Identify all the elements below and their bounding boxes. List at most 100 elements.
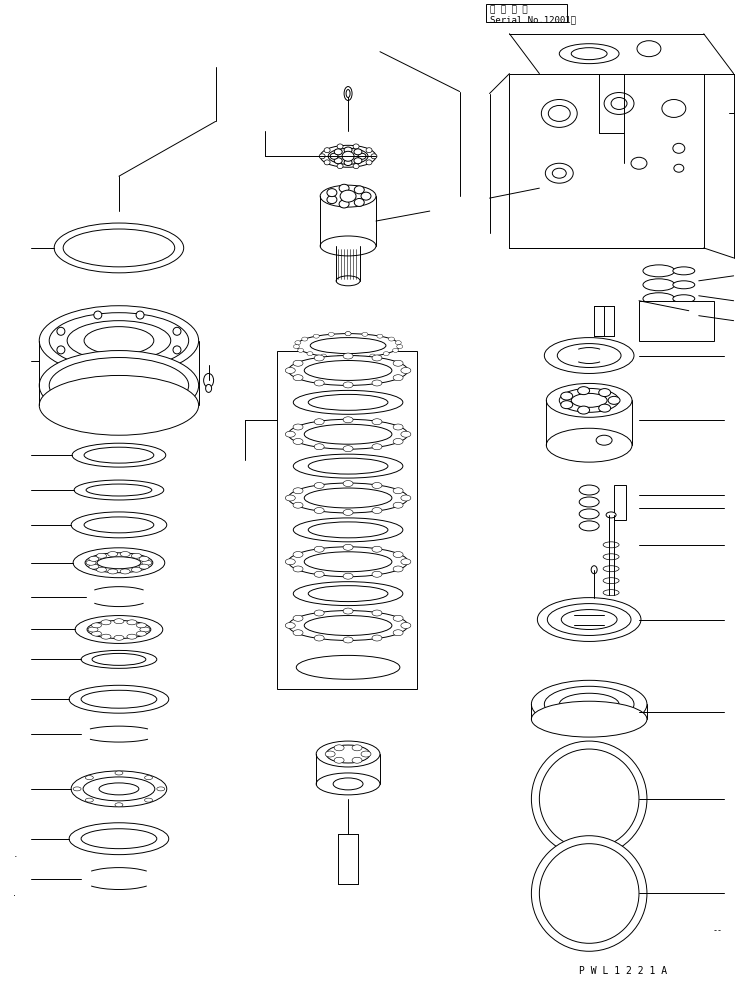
Ellipse shape [542, 99, 577, 128]
Ellipse shape [343, 608, 353, 614]
Ellipse shape [101, 619, 111, 624]
Ellipse shape [346, 89, 350, 97]
Ellipse shape [397, 345, 403, 349]
Ellipse shape [537, 598, 641, 641]
Ellipse shape [370, 354, 376, 358]
Ellipse shape [131, 553, 141, 558]
Ellipse shape [596, 435, 612, 445]
Ellipse shape [314, 483, 324, 489]
Ellipse shape [296, 655, 400, 679]
Ellipse shape [579, 497, 599, 507]
Ellipse shape [372, 571, 382, 577]
Ellipse shape [289, 547, 408, 577]
Ellipse shape [372, 355, 382, 361]
Ellipse shape [74, 480, 164, 500]
Ellipse shape [108, 569, 118, 574]
Ellipse shape [603, 566, 619, 572]
Ellipse shape [86, 776, 93, 780]
Ellipse shape [293, 502, 303, 508]
Ellipse shape [86, 560, 96, 565]
Ellipse shape [304, 361, 392, 381]
Ellipse shape [83, 777, 155, 801]
Ellipse shape [293, 552, 303, 558]
Ellipse shape [296, 334, 400, 358]
Ellipse shape [353, 164, 359, 168]
Ellipse shape [325, 751, 335, 757]
Ellipse shape [393, 502, 403, 508]
Ellipse shape [316, 773, 380, 795]
Ellipse shape [393, 615, 403, 621]
Ellipse shape [293, 424, 303, 430]
Ellipse shape [342, 152, 354, 162]
Ellipse shape [293, 438, 303, 444]
Ellipse shape [643, 265, 675, 276]
Ellipse shape [353, 144, 359, 149]
Ellipse shape [603, 590, 619, 596]
Ellipse shape [314, 507, 324, 513]
Ellipse shape [393, 488, 403, 494]
Ellipse shape [393, 361, 403, 367]
Ellipse shape [115, 803, 123, 807]
Ellipse shape [92, 631, 102, 636]
Ellipse shape [361, 751, 371, 757]
Ellipse shape [328, 332, 334, 336]
Circle shape [539, 749, 639, 848]
Ellipse shape [371, 154, 377, 159]
Ellipse shape [372, 483, 382, 489]
Circle shape [173, 346, 181, 354]
Ellipse shape [324, 160, 330, 165]
Bar [614, 485, 626, 520]
Ellipse shape [345, 332, 351, 336]
Ellipse shape [344, 147, 352, 153]
Ellipse shape [85, 553, 153, 573]
Ellipse shape [304, 488, 392, 508]
Ellipse shape [314, 419, 324, 425]
Ellipse shape [54, 223, 184, 273]
Text: .: . [13, 848, 17, 858]
Ellipse shape [393, 438, 403, 444]
Ellipse shape [127, 634, 137, 639]
Ellipse shape [531, 680, 647, 728]
Ellipse shape [294, 345, 300, 349]
Ellipse shape [81, 691, 156, 709]
Ellipse shape [293, 629, 303, 635]
Ellipse shape [343, 509, 353, 515]
Ellipse shape [372, 507, 382, 513]
Ellipse shape [286, 622, 295, 628]
Ellipse shape [611, 97, 627, 109]
Ellipse shape [49, 313, 189, 369]
Text: --: -- [713, 927, 723, 936]
Ellipse shape [599, 388, 610, 396]
Ellipse shape [603, 554, 619, 560]
Ellipse shape [139, 564, 149, 569]
Ellipse shape [579, 509, 599, 519]
Text: .: . [13, 889, 16, 899]
Ellipse shape [84, 447, 154, 463]
Ellipse shape [548, 105, 570, 122]
Ellipse shape [75, 615, 163, 643]
Ellipse shape [354, 186, 365, 194]
Ellipse shape [674, 165, 684, 172]
Ellipse shape [206, 385, 212, 392]
Ellipse shape [114, 635, 124, 640]
Ellipse shape [401, 431, 411, 437]
Ellipse shape [561, 392, 573, 400]
Ellipse shape [362, 332, 368, 336]
Ellipse shape [320, 236, 376, 256]
Bar [594, 305, 604, 336]
Ellipse shape [145, 776, 153, 780]
Ellipse shape [372, 419, 382, 425]
Ellipse shape [101, 634, 111, 639]
Ellipse shape [578, 406, 590, 414]
Ellipse shape [297, 349, 303, 353]
Ellipse shape [120, 569, 130, 574]
Ellipse shape [307, 352, 313, 356]
Ellipse shape [637, 41, 661, 56]
Ellipse shape [293, 582, 403, 606]
Ellipse shape [73, 548, 165, 578]
Ellipse shape [372, 444, 382, 450]
Circle shape [57, 327, 65, 335]
Ellipse shape [316, 741, 380, 767]
Ellipse shape [69, 686, 169, 714]
Ellipse shape [343, 382, 353, 387]
